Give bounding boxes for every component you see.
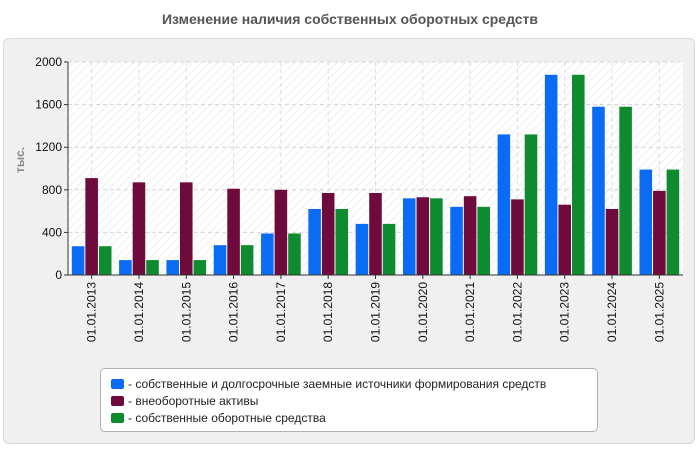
bar: [511, 199, 524, 275]
y-tick-label: 1600: [35, 98, 62, 112]
bar: [274, 189, 288, 275]
legend-dash: -: [128, 376, 136, 391]
bar: [335, 208, 349, 275]
legend-label: собственные оборотные средства: [135, 410, 326, 425]
bar: [497, 134, 511, 275]
x-tick-label: 01.01.2013: [85, 282, 99, 342]
x-tick-label: 01.01.2025: [652, 282, 666, 342]
bar: [382, 223, 396, 275]
bar: [524, 134, 538, 275]
y-tick-label: 800: [42, 183, 62, 197]
x-tick-label: 01.01.2016: [227, 282, 241, 342]
bar: [463, 196, 477, 275]
bar: [544, 74, 558, 275]
bar: [355, 223, 369, 275]
bar: [261, 233, 274, 275]
bar: [71, 246, 85, 275]
x-tick-label: 01.01.2015: [179, 282, 193, 342]
bar: [193, 260, 207, 275]
bar: [416, 197, 430, 275]
bar: [288, 233, 301, 275]
bar: [321, 192, 335, 275]
x-tick-label: 01.01.2020: [416, 282, 430, 342]
x-tick-label: 01.01.2024: [605, 282, 619, 342]
chart-title: Изменение наличия собственных оборотных …: [161, 11, 539, 27]
legend-label: внеоборотные активы: [135, 393, 259, 408]
bar: [477, 206, 490, 275]
bar: [369, 192, 382, 275]
bar: [558, 204, 572, 275]
bar: [572, 74, 585, 275]
y-tick-label: 400: [42, 225, 62, 239]
bar: [666, 169, 680, 275]
y-tick-label: 2000: [35, 55, 62, 69]
bar: [605, 208, 619, 275]
legend-swatch: [111, 378, 124, 389]
bar: [653, 190, 666, 275]
bar: [227, 188, 240, 275]
legend-item-noncurrent-assets: - внеоборотные активы: [111, 392, 597, 409]
bar: [166, 260, 179, 275]
y-tick-label: 1200: [35, 140, 62, 154]
legend-swatch: [111, 395, 124, 406]
bar: [119, 260, 132, 275]
bar: [98, 246, 112, 275]
bar: [450, 206, 463, 275]
bar: [592, 106, 605, 275]
x-tick-label: 01.01.2014: [132, 282, 146, 342]
bar: [639, 169, 653, 275]
bar: [179, 182, 193, 275]
legend-label: собственные и долгосрочные заемные источ…: [135, 376, 547, 391]
bar: [85, 178, 98, 275]
legend-dash: -: [128, 393, 136, 408]
x-tick-label: 01.01.2021: [463, 282, 477, 342]
legend-swatch: [111, 412, 124, 423]
x-tick-label: 01.01.2023: [558, 282, 572, 342]
legend-item-sources: - собственные и долгосрочные заемные ист…: [111, 375, 597, 392]
chart-legend: - собственные и долгосрочные заемные ист…: [100, 368, 598, 432]
bar: [146, 260, 159, 275]
x-tick-label: 01.01.2019: [369, 282, 383, 342]
legend-dash: -: [128, 410, 136, 425]
x-tick-label: 01.01.2022: [510, 282, 524, 342]
y-axis-label: тыс.: [13, 147, 27, 173]
bar: [430, 198, 443, 275]
bar: [619, 106, 632, 275]
y-tick-label: 0: [55, 268, 62, 282]
x-tick-label: 01.01.2018: [321, 282, 335, 342]
x-tick-label: 01.01.2017: [274, 282, 288, 342]
bar: [308, 208, 321, 275]
bar: [213, 245, 227, 275]
legend-item-working-capital: - собственные оборотные средства: [111, 409, 597, 426]
bar: [402, 198, 416, 275]
bar: [240, 245, 254, 275]
bar: [132, 182, 146, 275]
